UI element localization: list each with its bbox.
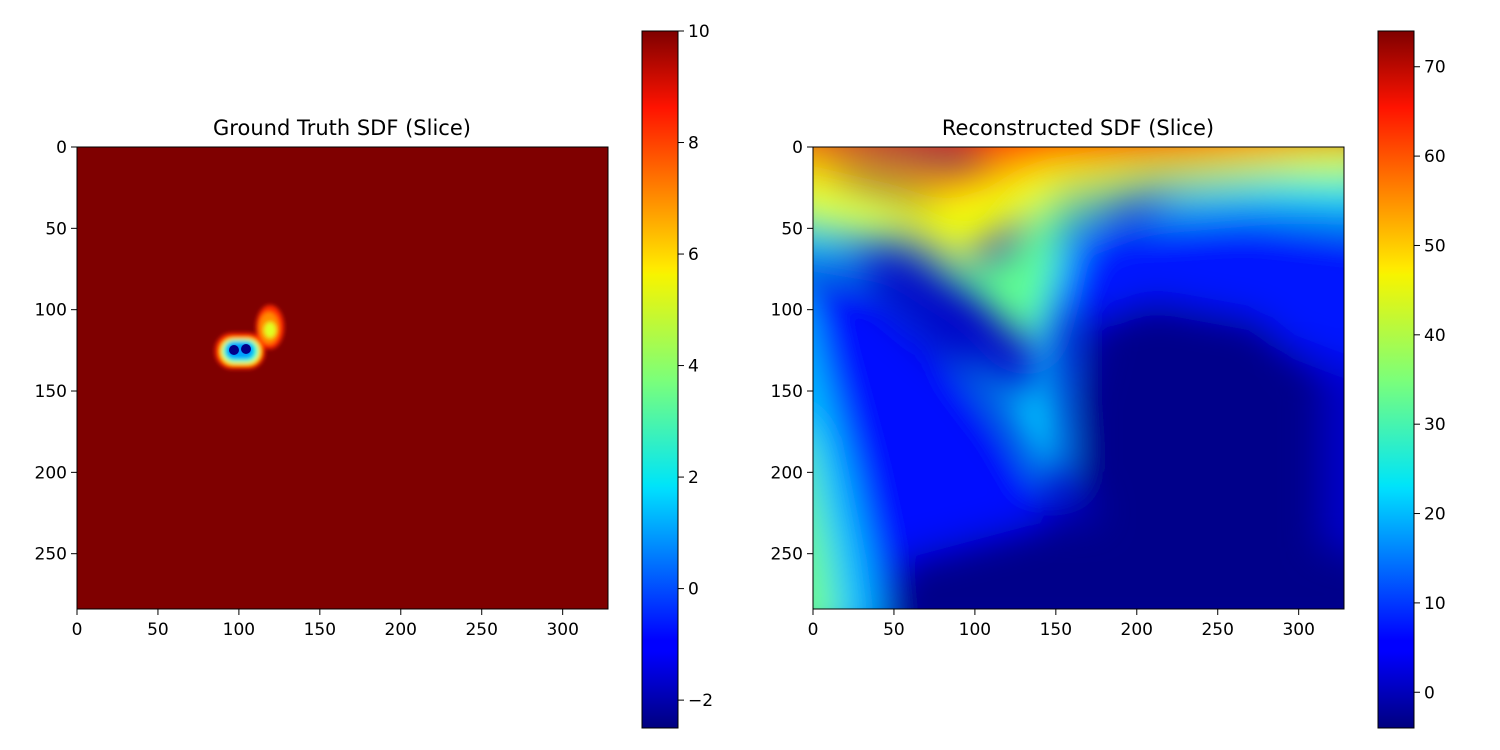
- y-tick-label: 0: [792, 138, 803, 158]
- right-y-axis: 0 50 100 150 200 250: [771, 138, 813, 565]
- y-tick-label: 200: [35, 463, 67, 483]
- left-axes-frame: [76, 146, 609, 610]
- x-tick-label: 150: [304, 620, 336, 640]
- x-tick-label: 250: [1201, 620, 1233, 640]
- x-tick-label: 50: [147, 620, 169, 640]
- colorbar-tick-label: 20: [1424, 505, 1446, 525]
- x-tick-label: 100: [959, 620, 991, 640]
- colorbar-tick-label: 0: [688, 580, 699, 600]
- colorbar-tick-label: 40: [1424, 326, 1446, 346]
- left-colorbar: [641, 30, 679, 729]
- field-red-top: [929, 147, 1152, 152]
- left-chart-title: Ground Truth SDF (Slice): [213, 116, 471, 140]
- colorbar-tick-label: 10: [688, 22, 710, 42]
- left-background: [77, 147, 608, 609]
- colorbar-tick-label: 50: [1424, 236, 1446, 256]
- field-orange-band: [813, 147, 1341, 200]
- field-red-corner: [1250, 100, 1380, 140]
- colorbar-tick-label: 6: [688, 245, 699, 265]
- y-tick-label: 200: [771, 463, 803, 483]
- x-tick-label: 200: [385, 620, 417, 640]
- right-x-axis: 0 50 100 150 200 250 300: [808, 609, 1315, 640]
- blob-upper-core: [264, 322, 276, 338]
- right-colorbar: [1377, 30, 1415, 729]
- left-heatmap: [77, 147, 608, 609]
- y-tick-label: 0: [56, 138, 67, 158]
- y-tick-label: 250: [771, 545, 803, 565]
- left-panel: Ground Truth SDF (Slice) 0 50 100 150 200 250…: [35, 22, 713, 729]
- colorbar-tick-label: 2: [688, 468, 699, 488]
- x-tick-label: 250: [465, 620, 497, 640]
- field-cyan-band: [813, 182, 1344, 480]
- blob-core-right: [241, 344, 251, 354]
- field-green-corner: [813, 478, 837, 609]
- left-x-axis: 0 50 100 150 200 250 300: [72, 609, 579, 640]
- field-dark-bottom: [887, 520, 1344, 609]
- blob-core-left: [229, 345, 239, 355]
- y-tick-label: 150: [35, 382, 67, 402]
- right-heatmap: [813, 100, 1380, 609]
- colorbar-tick-label: 4: [688, 357, 699, 377]
- colorbar-tick-label: 8: [688, 134, 699, 154]
- x-tick-label: 50: [883, 620, 905, 640]
- field-green-band: [813, 163, 1344, 350]
- field-blue-lower: [813, 284, 1056, 609]
- x-tick-label: 150: [1040, 620, 1072, 640]
- left-y-axis: 0 50 100 150 200 250: [35, 138, 77, 565]
- y-tick-label: 100: [35, 301, 67, 321]
- colorbar-tick-label: 30: [1424, 415, 1446, 435]
- y-tick-label: 250: [35, 545, 67, 565]
- y-tick-label: 50: [45, 219, 67, 239]
- right-axes-frame: [812, 146, 1345, 610]
- y-tick-label: 50: [781, 219, 803, 239]
- x-tick-label: 200: [1121, 620, 1153, 640]
- left-colorbar-axis: −2 0 2 4 6 8 10: [678, 22, 713, 711]
- colorbar-tick-label: −2: [688, 691, 713, 711]
- colorbar-tick-label: 70: [1424, 58, 1446, 78]
- right-field: [813, 100, 1380, 609]
- x-tick-label: 300: [546, 620, 578, 640]
- x-tick-label: 300: [1282, 620, 1314, 640]
- colorbar-tick-label: 10: [1424, 594, 1446, 614]
- x-tick-label: 100: [223, 620, 255, 640]
- colorbar-tick-label: 60: [1424, 147, 1446, 167]
- x-tick-label: 0: [72, 620, 83, 640]
- field-cyan-left: [813, 328, 877, 609]
- x-tick-label: 0: [808, 620, 819, 640]
- right-colorbar-axis: 0 10 20 30 40 50 60 70: [1414, 58, 1446, 703]
- right-chart-title: Reconstructed SDF (Slice): [942, 116, 1214, 140]
- right-panel: Reconstructed SDF (Slice) 0 50 100 150 200 25…: [771, 30, 1446, 729]
- colorbar-tick-label: 0: [1424, 683, 1435, 703]
- y-tick-label: 150: [771, 382, 803, 402]
- field-yellow-band: [813, 147, 1344, 260]
- y-tick-label: 100: [771, 301, 803, 321]
